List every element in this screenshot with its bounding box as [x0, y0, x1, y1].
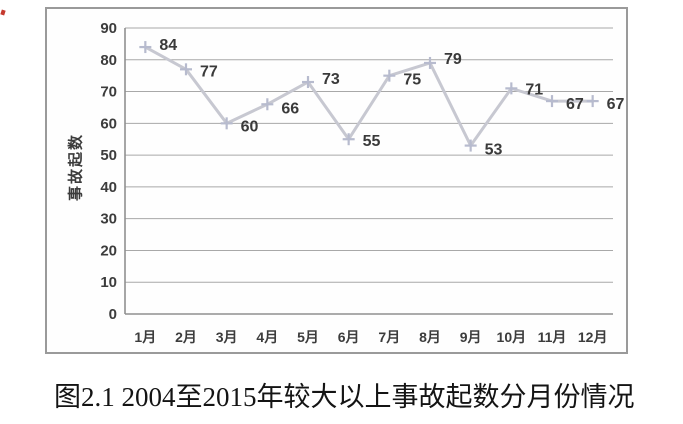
- y-tick-label: 20: [100, 242, 117, 259]
- x-tick-label: 10月: [497, 329, 527, 345]
- data-point-label: 60: [241, 118, 259, 135]
- x-tick-label: 12月: [578, 329, 608, 345]
- red-scan-artifact: [0, 9, 6, 16]
- data-point-label: 71: [525, 81, 543, 98]
- x-tick-label: 5月: [297, 329, 319, 345]
- line-chart: 0 10 20 30 40 50 60 70 80 90 1月 2月 3月 4月 5月 6月 7月 8月 9月 10月…: [100, 20, 625, 345]
- y-tick-label: 60: [100, 115, 117, 132]
- x-tick-label: 2月: [175, 329, 197, 345]
- x-tick-label: 4月: [256, 329, 278, 345]
- data-point-label: 73: [322, 71, 340, 88]
- y-tick-label: 90: [100, 20, 117, 37]
- data-point-label: 67: [566, 96, 584, 113]
- data-point-label: 53: [485, 142, 503, 159]
- chart-frame: 0 10 20 30 40 50 60 70 80 90 1月 2月 3月 4月 5月 6月 7月 8月 9月 10月…: [45, 7, 628, 354]
- x-tick-label: 1月: [134, 329, 156, 345]
- data-point-label: 77: [200, 63, 218, 80]
- y-axis-title: 事故起数: [67, 132, 85, 202]
- x-tick-label: 11月: [538, 329, 567, 345]
- data-point-label: 66: [281, 100, 299, 117]
- x-tick-label: 7月: [378, 329, 400, 345]
- y-tick-label: 30: [100, 211, 117, 228]
- y-tick-label: 80: [100, 52, 117, 69]
- x-tick-label: 3月: [216, 329, 238, 345]
- y-tick-label: 50: [100, 147, 117, 164]
- figure-caption: 图2.1 2004至2015年较大以上事故起数分月份情况: [54, 382, 635, 412]
- y-tick-label: 10: [100, 274, 117, 291]
- data-point-label: 79: [444, 51, 462, 68]
- y-tick-label: 0: [109, 306, 117, 323]
- data-point-label: 55: [363, 133, 381, 150]
- y-tick-label: 40: [100, 179, 117, 196]
- y-tick-label: 70: [100, 84, 117, 101]
- x-tick-label: 9月: [460, 329, 482, 345]
- data-point-label: 84: [159, 37, 177, 54]
- series-line: [143, 45, 595, 148]
- data-point-label: 67: [607, 96, 625, 113]
- x-tick-label: 8月: [419, 329, 441, 345]
- data-point-label: 75: [403, 72, 421, 89]
- x-tick-label: 6月: [338, 329, 360, 345]
